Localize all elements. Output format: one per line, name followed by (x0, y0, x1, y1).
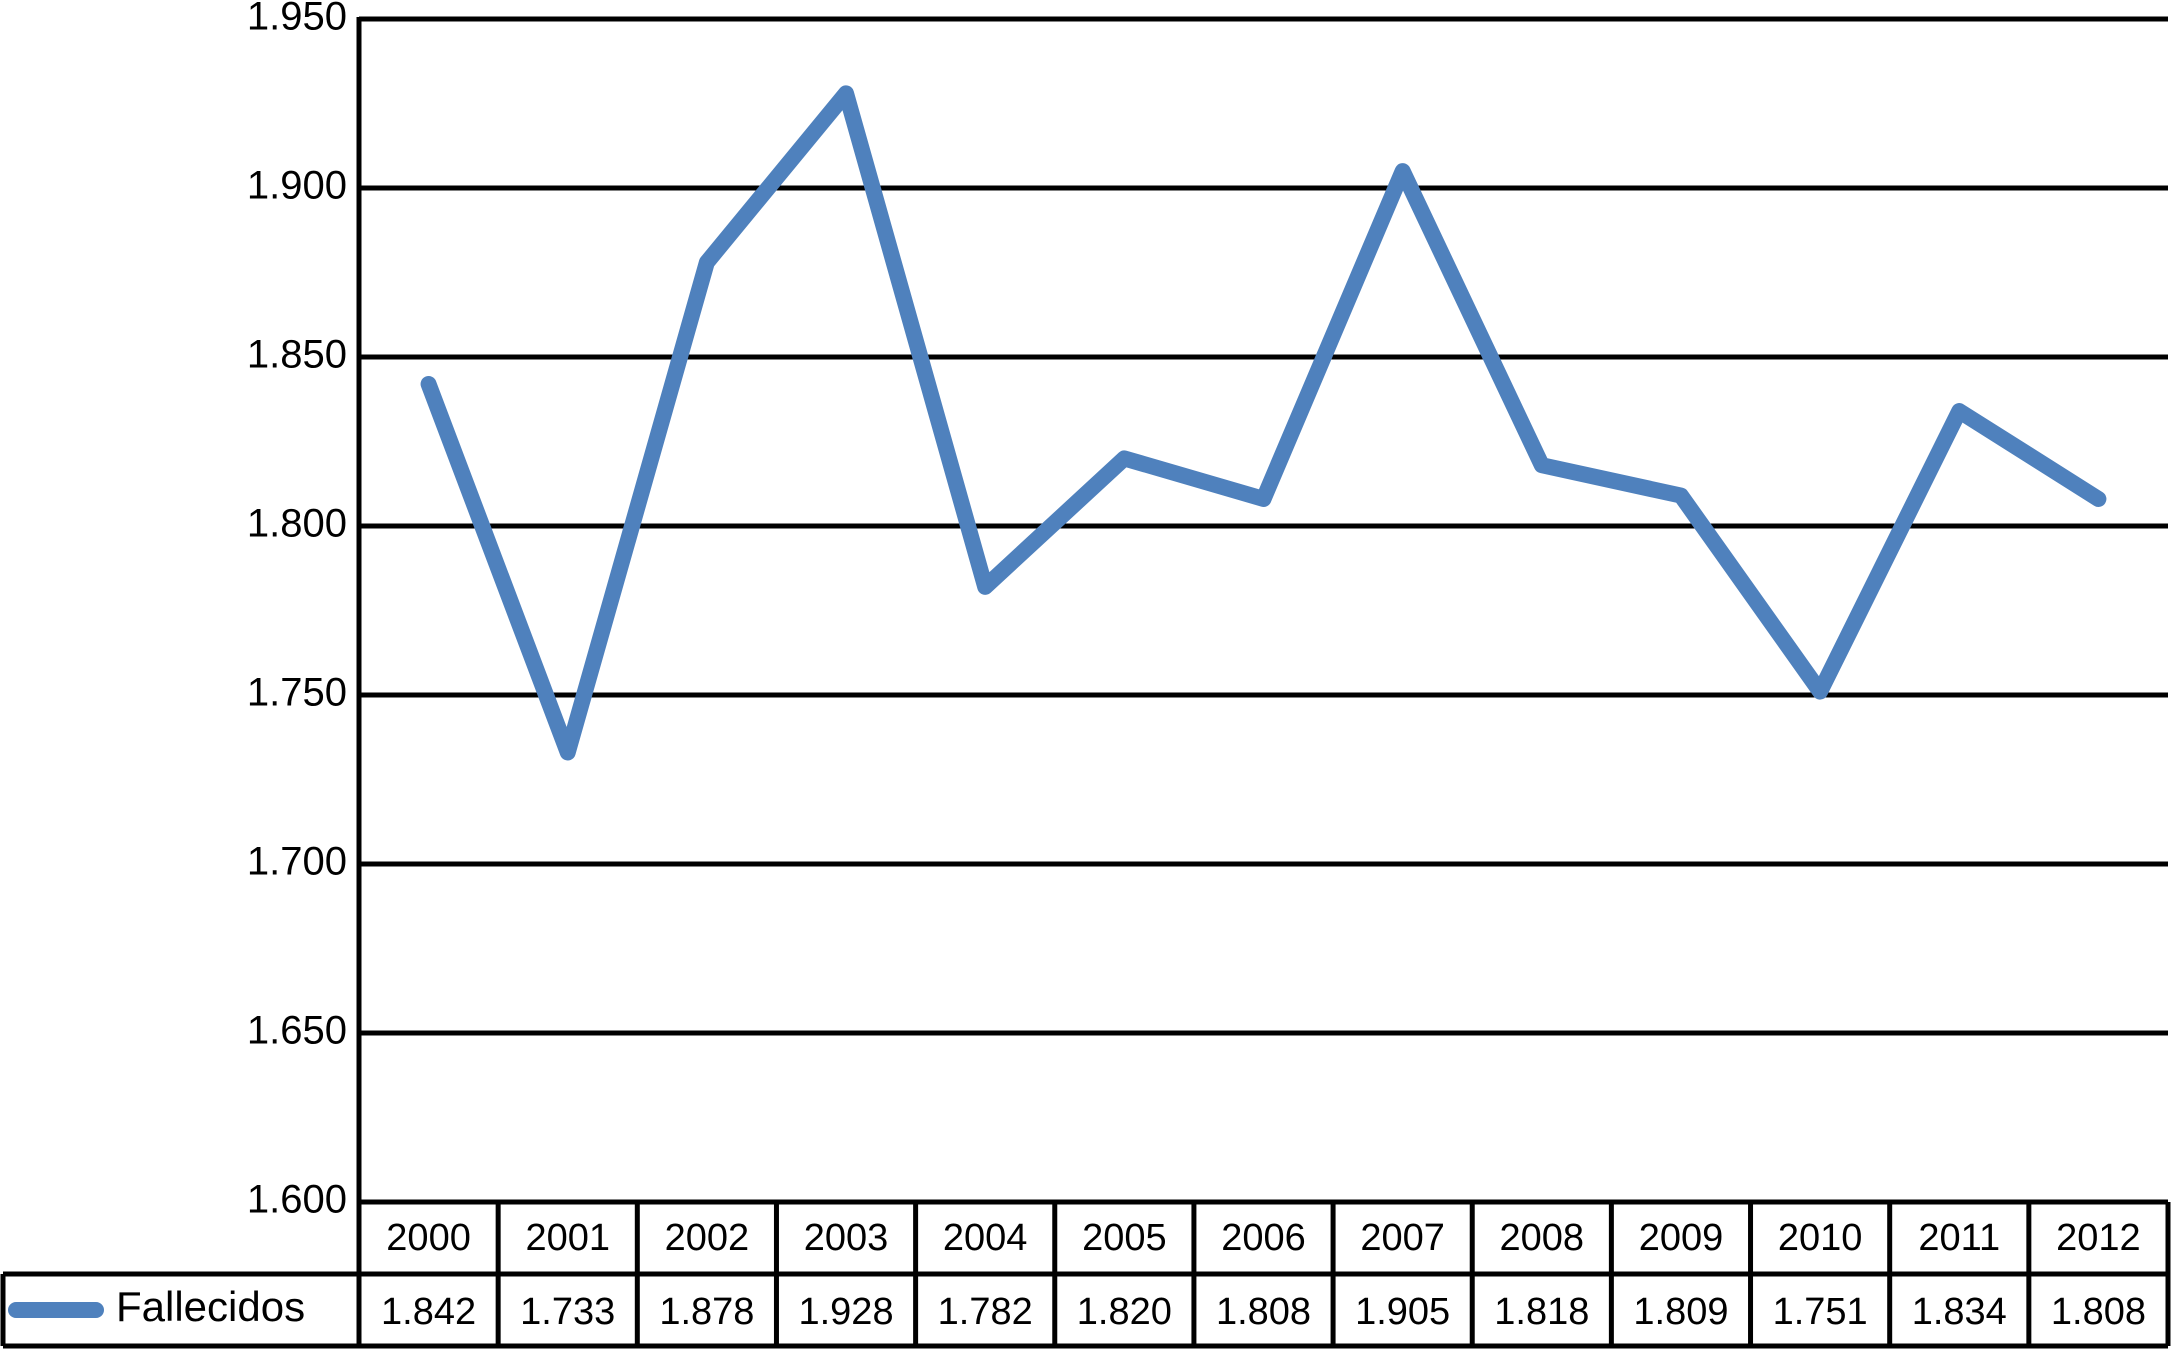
x-tick-label: 2011 (1918, 1217, 2000, 1259)
legend-label: Fallecidos (116, 1283, 305, 1330)
value-label: 1.928 (798, 1291, 893, 1333)
value-label: 1.782 (938, 1291, 1033, 1333)
x-tick-label: 2009 (1639, 1217, 1724, 1259)
value-label: 1.905 (1355, 1291, 1450, 1333)
data-line (420, 85, 2107, 761)
x-tick-label: 2006 (1221, 1217, 1306, 1259)
x-tick-label: 2001 (525, 1217, 610, 1259)
value-label: 1.842 (381, 1291, 476, 1333)
value-label: 1.751 (1773, 1291, 1868, 1333)
x-tick-label: 2003 (804, 1217, 889, 1259)
x-tick-label: 2008 (1500, 1217, 1585, 1259)
x-tick-label: 2002 (665, 1217, 750, 1259)
y-tick-label: 1.700 (247, 840, 347, 884)
x-tick-label: 2007 (1360, 1217, 1445, 1259)
x-tick-label: 2000 (386, 1217, 471, 1259)
value-label: 1.834 (1912, 1291, 2007, 1333)
x-tick-label: 2010 (1778, 1217, 1863, 1259)
x-tick-label: 2005 (1082, 1217, 1167, 1259)
y-tick-label: 1.600 (247, 1178, 347, 1222)
x-tick-label: 2012 (2056, 1217, 2141, 1259)
value-label: 1.818 (1494, 1291, 1589, 1333)
y-tick-label: 1.900 (247, 164, 347, 208)
y-tick-label: 1.650 (247, 1009, 347, 1053)
x-tick-label: 2004 (943, 1217, 1028, 1259)
y-tick-label: 1.850 (247, 333, 347, 377)
y-tick-label: 1.750 (247, 671, 347, 715)
y-tick-label: 1.950 (247, 0, 347, 39)
value-label: 1.820 (1077, 1291, 1172, 1333)
value-label: 1.733 (520, 1291, 615, 1333)
value-label: 1.808 (2051, 1291, 2146, 1333)
value-label: 1.878 (659, 1291, 754, 1333)
y-tick-label: 1.800 (247, 502, 347, 546)
value-label: 1.809 (1633, 1291, 1728, 1333)
value-label: 1.808 (1216, 1291, 1311, 1333)
